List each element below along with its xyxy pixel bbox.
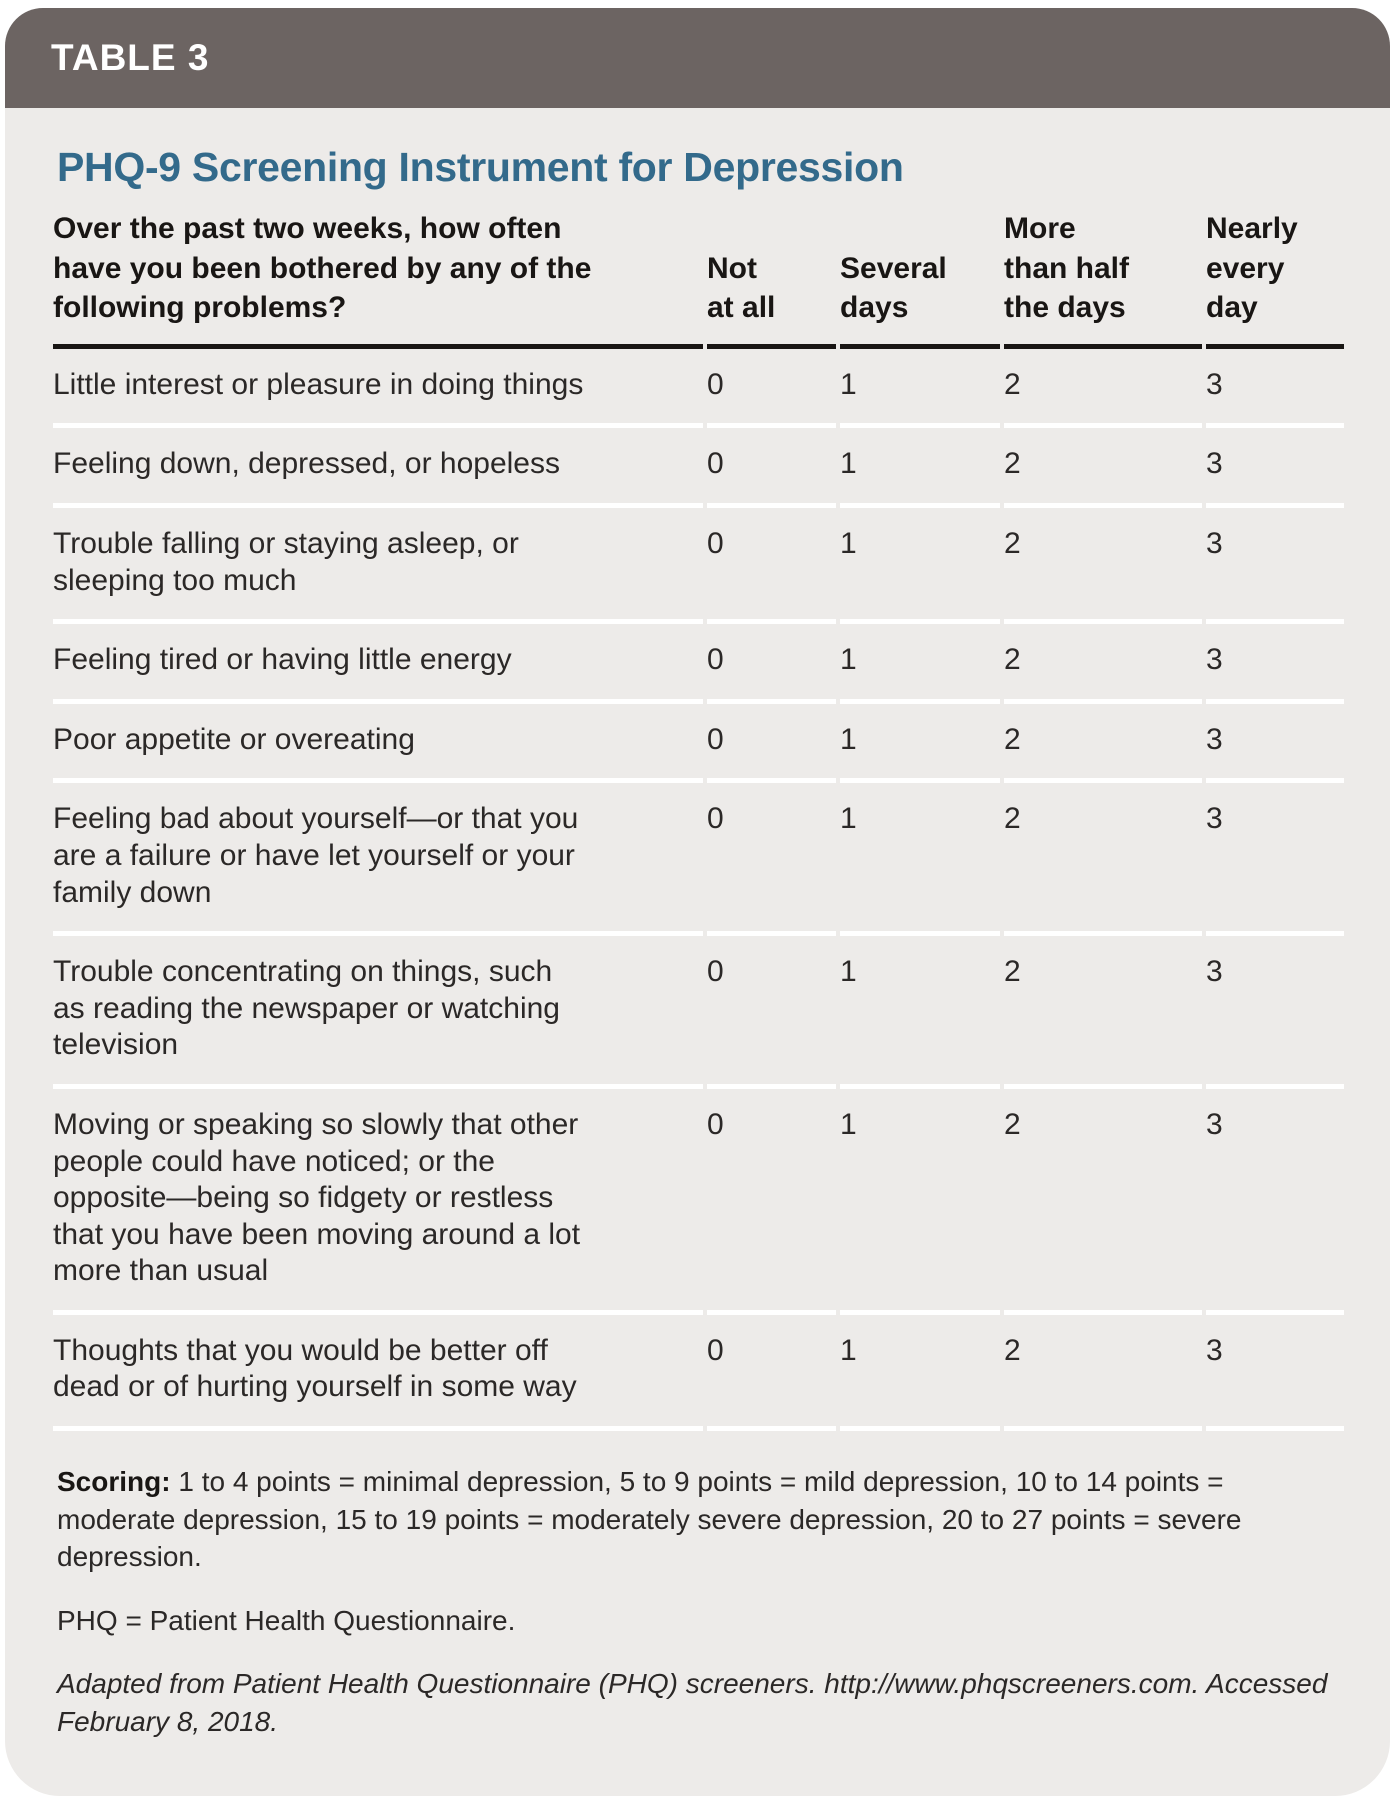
score-several-days-cell: 1 [840, 1315, 1000, 1432]
scoring-text: 1 to 4 points = minimal depression, 5 to… [57, 1466, 1242, 1573]
question-cell: Moving or speaking so slowly that other … [53, 1089, 703, 1315]
score-several-days-cell: 1 [840, 936, 1000, 1089]
source-citation: Adapted from Patient Health Questionnair… [57, 1668, 1328, 1737]
table-number-label: TABLE 3 [51, 37, 210, 78]
score-several-days-cell: 1 [840, 349, 1000, 429]
score-more-than-half-cell: 2 [1004, 1315, 1202, 1432]
score-several-days-cell: 1 [840, 624, 1000, 704]
question-cell: Thoughts that you would be better off de… [53, 1315, 703, 1432]
score-not-at-all-cell: 0 [707, 1315, 836, 1432]
table-row: Moving or speaking so slowly that other … [53, 1089, 1344, 1315]
question-cell: Trouble falling or staying asleep, or sl… [53, 508, 703, 625]
table-row: Trouble falling or staying asleep, or sl… [53, 508, 1344, 625]
score-nearly-every-day-cell: 3 [1206, 428, 1344, 508]
question-cell: Feeling tired or having little energy [53, 624, 703, 704]
table-row: Trouble concentrating on things, such as… [53, 936, 1344, 1089]
table-content-area: PHQ-9 Screening Instrument for Depressio… [5, 108, 1390, 1797]
question-cell: Little interest or pleasure in doing thi… [53, 349, 703, 429]
score-several-days-cell: 1 [840, 428, 1000, 508]
score-more-than-half-cell: 2 [1004, 508, 1202, 625]
column-header-question: Over the past two weeks, how often have … [53, 209, 703, 349]
score-nearly-every-day-cell: 3 [1206, 704, 1344, 784]
score-more-than-half-cell: 2 [1004, 783, 1202, 937]
score-more-than-half-cell: 2 [1004, 936, 1202, 1089]
score-not-at-all-cell: 0 [707, 428, 836, 508]
table-row: Feeling bad about yourself—or that you a… [53, 783, 1344, 937]
table-row: Thoughts that you would be better off de… [53, 1315, 1344, 1432]
header-row: Over the past two weeks, how often have … [53, 209, 1344, 349]
score-more-than-half-cell: 2 [1004, 349, 1202, 429]
table-row: Little interest or pleasure in doing thi… [53, 349, 1344, 429]
table-title: PHQ-9 Screening Instrument for Depressio… [57, 144, 904, 190]
score-not-at-all-cell: 0 [707, 704, 836, 784]
score-several-days-cell: 1 [840, 508, 1000, 625]
column-header-more-than-half-the-days: More than half the days [1004, 209, 1202, 349]
column-header-nearly-every-day: Nearly every day [1206, 209, 1344, 349]
score-not-at-all-cell: 0 [707, 349, 836, 429]
scoring-label: Scoring: [57, 1466, 171, 1498]
score-nearly-every-day-cell: 3 [1206, 783, 1344, 937]
table-row: Feeling tired or having little energy 0 … [53, 624, 1344, 704]
score-not-at-all-cell: 0 [707, 783, 836, 937]
column-header-not-at-all: Not at all [707, 209, 836, 349]
score-nearly-every-day-cell: 3 [1206, 624, 1344, 704]
score-several-days-cell: 1 [840, 1089, 1000, 1315]
score-not-at-all-cell: 0 [707, 624, 836, 704]
question-cell: Feeling bad about yourself—or that you a… [53, 783, 703, 937]
score-several-days-cell: 1 [840, 783, 1000, 937]
score-not-at-all-cell: 0 [707, 1089, 836, 1315]
abbreviation-note: PHQ = Patient Health Questionnaire. [57, 1604, 516, 1636]
column-header-several-days: Several days [840, 209, 1000, 349]
score-several-days-cell: 1 [840, 704, 1000, 784]
table-row: Poor appetite or overeating 0 1 2 3 [53, 704, 1344, 784]
score-not-at-all-cell: 0 [707, 936, 836, 1089]
score-not-at-all-cell: 0 [707, 508, 836, 625]
score-more-than-half-cell: 2 [1004, 428, 1202, 508]
score-nearly-every-day-cell: 3 [1206, 936, 1344, 1089]
score-nearly-every-day-cell: 3 [1206, 349, 1344, 429]
table-3-panel: TABLE 3 PHQ-9 Screening Instrument for D… [5, 8, 1390, 1797]
score-nearly-every-day-cell: 3 [1206, 1089, 1344, 1315]
score-nearly-every-day-cell: 3 [1206, 1315, 1344, 1432]
phq9-table: Over the past two weeks, how often have … [49, 209, 1348, 1432]
score-more-than-half-cell: 2 [1004, 624, 1202, 704]
table-head: Over the past two weeks, how often have … [53, 209, 1344, 349]
table-rows: Little interest or pleasure in doing thi… [53, 349, 1344, 1432]
score-more-than-half-cell: 2 [1004, 1089, 1202, 1315]
question-cell: Poor appetite or overeating [53, 704, 703, 784]
question-cell: Feeling down, depressed, or hopeless [53, 428, 703, 508]
scoring-note: Scoring: 1 to 4 points = minimal depress… [57, 1463, 1344, 1576]
table-row: Feeling down, depressed, or hopeless 0 1… [53, 428, 1344, 508]
score-more-than-half-cell: 2 [1004, 704, 1202, 784]
score-nearly-every-day-cell: 3 [1206, 508, 1344, 625]
question-cell: Trouble concentrating on things, such as… [53, 936, 703, 1089]
table-header-bar: TABLE 3 [5, 8, 1390, 108]
